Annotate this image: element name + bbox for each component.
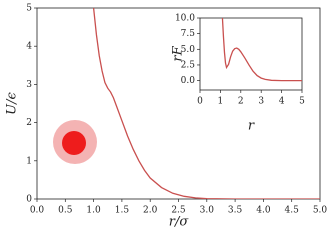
y-tick-label: 0 — [26, 195, 32, 205]
schematic — [53, 120, 97, 164]
x-tick-label: 3 — [258, 97, 264, 107]
x-tick-label: 1.5 — [115, 206, 130, 216]
x-tick-label: 2.0 — [143, 206, 158, 216]
x-tick-label: 0 — [197, 97, 203, 107]
x-tick-label: 2 — [238, 97, 244, 107]
y-tick-label: 0.0 — [181, 76, 196, 86]
x-tick-label: 1.0 — [86, 206, 101, 216]
x-tick-label: 0.5 — [58, 206, 73, 216]
x-axis-label: r — [248, 119, 255, 134]
y-tick-label: 5.0 — [181, 45, 196, 55]
hard-core — [62, 131, 86, 155]
x-tick-label: 4 — [279, 97, 285, 107]
plot-frame — [199, 17, 303, 91]
y-tick-label: 2.5 — [181, 60, 196, 70]
y-tick-label: 7.5 — [181, 29, 196, 39]
x-tick-label: 2.5 — [171, 206, 186, 216]
y-tick-label: 4 — [26, 42, 32, 52]
plot-frame — [36, 7, 321, 200]
data-line — [221, 18, 302, 82]
x-tick-label: 5 — [299, 97, 305, 107]
x-tick-label: 4.5 — [285, 206, 300, 216]
y-axis-label: rF — [171, 45, 186, 61]
y-tick-label: 2 — [26, 118, 32, 128]
y-axis-label: U/ϵ — [5, 91, 20, 114]
x-tick-label: 3.5 — [228, 206, 243, 216]
x-tick-label: 5.0 — [313, 206, 328, 216]
y-tick-label: 3 — [26, 80, 32, 90]
x-axis-label: r/σ — [169, 215, 190, 230]
y-tick-label: 1 — [26, 156, 32, 166]
x-tick-label: 0.0 — [30, 206, 45, 216]
x-tick-label: 1 — [218, 97, 224, 107]
x-tick-label: 3.0 — [200, 206, 215, 216]
x-tick-label: 4.0 — [256, 206, 271, 216]
data-line — [92, 8, 320, 199]
y-tick-label: 5 — [26, 4, 32, 14]
y-tick-label: 10.0 — [175, 14, 195, 24]
